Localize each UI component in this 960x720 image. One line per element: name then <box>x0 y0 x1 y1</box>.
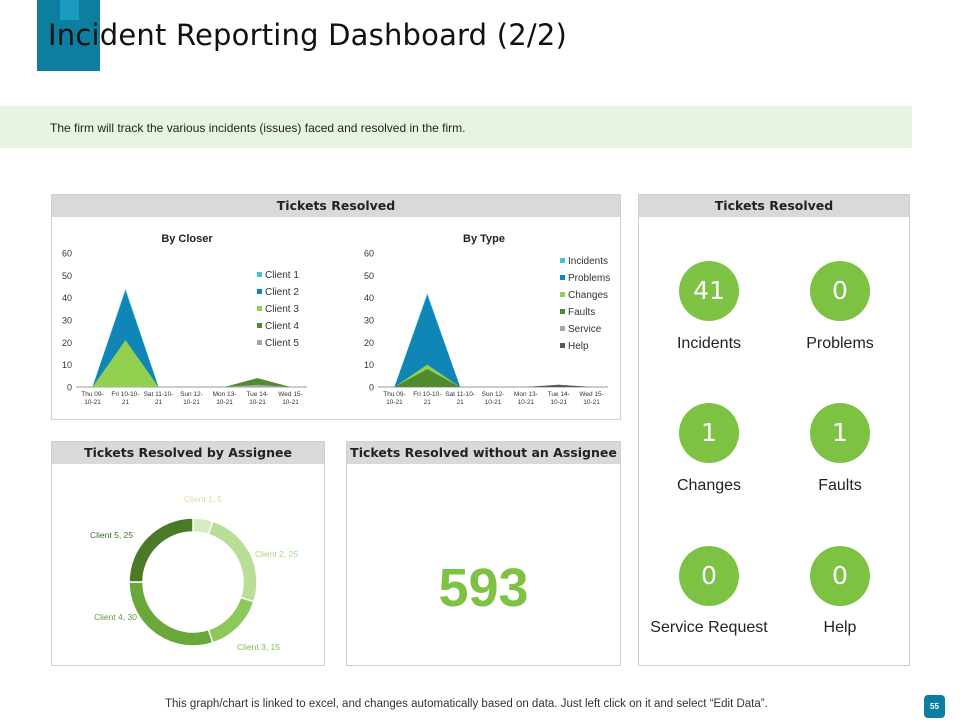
page-title: Incident Reporting Dashboard (2/2) <box>48 18 568 52</box>
without-assignee-count: 593 <box>438 558 529 618</box>
stat-help-value: 0 <box>810 546 870 606</box>
chart-closer-ytick-60: 60 <box>62 249 72 259</box>
chart-type-area-faults <box>394 369 592 387</box>
chart-type-ytick-0: 0 <box>369 383 374 393</box>
chart-type-legend-swatch-problems <box>560 275 565 280</box>
chart-closer-legend-label-client-3: Client 3 <box>265 304 299 315</box>
chart-closer-title: By Closer <box>161 233 213 245</box>
chart-type-ytick-20: 20 <box>364 338 374 348</box>
stat-changes-value: 1 <box>679 403 739 463</box>
stat-service-request-value: 0 <box>679 546 739 606</box>
chart-closer-legend-swatch-client-3 <box>257 306 262 311</box>
tickets-resolved-stats-panel: Tickets Resolved 41 Incidents 0 Problems… <box>638 194 910 666</box>
chart-closer-xtick-4: Mon 13-10-21 <box>213 391 237 406</box>
chart-closer-legend-label-client-1: Client 1 <box>265 270 299 281</box>
chart-closer-legend-label-client-4: Client 4 <box>265 321 299 332</box>
chart-closer-ytick-40: 40 <box>62 293 72 303</box>
by-assignee-header: Tickets Resolved by Assignee <box>52 442 324 464</box>
stat-service-request-label: Service Request <box>650 619 768 636</box>
chart-type-xtick-5: Tue 14-10-21 <box>548 391 570 406</box>
chart-closer-ytick-30: 30 <box>62 316 72 326</box>
page-number-badge: 55 <box>924 695 945 718</box>
tickets-resolved-chart-panel: Tickets Resolved By Closer 0 10 20 30 40 50 60 T… <box>51 194 621 420</box>
chart-closer-ytick-10: 10 <box>62 360 72 370</box>
donut-label-client-5-25: Client 5, 25 <box>90 530 133 540</box>
title-accent-notch <box>60 0 79 20</box>
chart-closer-area-client-5 <box>92 384 291 387</box>
stat-problems-value: 0 <box>810 261 870 321</box>
without-assignee-header: Tickets Resolved without an Assignee <box>347 442 620 464</box>
chart-closer-legend-label-client-5: Client 5 <box>265 338 299 349</box>
chart-type-area-help <box>394 384 592 387</box>
chart-type-legend-label-faults: Faults <box>568 307 595 318</box>
stat-incidents-value: 41 <box>679 261 739 321</box>
chart-closer-xtick-6: Wed 15-10-21 <box>278 391 302 406</box>
chart-closer-area-client-4 <box>92 378 291 387</box>
chart-type-legend-label-service: Service <box>568 324 602 335</box>
chart-closer-area-client-2 <box>92 290 291 387</box>
chart-type-legend-swatch-changes <box>560 292 565 297</box>
donut-label-client-3-15: Client 3, 15 <box>237 642 280 652</box>
chart-type-legend-label-help: Help <box>568 341 589 352</box>
chart-closer-legend-swatch-client-1 <box>257 272 262 277</box>
chart-type-legend-label-problems: Problems <box>568 273 610 284</box>
chart-type-legend-swatch-help <box>560 343 565 348</box>
donut-label-client-1-5: Client 1, 5 <box>184 494 223 504</box>
donut-slice-client-2-25 <box>207 520 258 603</box>
chart-type-ytick-10: 10 <box>364 360 374 370</box>
stat-incidents-label: Incidents <box>676 335 742 352</box>
chart-closer-legend-swatch-client-5 <box>257 340 262 345</box>
tickets-resolved-stats-header: Tickets Resolved <box>639 195 909 217</box>
chart-type-title: By Type <box>463 233 505 245</box>
chart-type-legend-label-changes: Changes <box>568 290 608 301</box>
stat-problems-label: Problems <box>806 335 874 352</box>
chart-closer-legend-label-client-2: Client 2 <box>265 287 299 298</box>
chart-type-legend-swatch-incidents <box>560 258 565 263</box>
donut-slice-client-4-30 <box>128 581 214 647</box>
chart-type-legend-label-incidents: Incidents <box>568 256 608 267</box>
tickets-resolved-chart-header: Tickets Resolved <box>52 195 620 217</box>
chart-type-xtick-2: Sat 11-10-21 <box>445 391 475 406</box>
chart-type-xtick-3: Sun 12-10-21 <box>482 391 505 406</box>
by-assignee-panel: Tickets Resolved by Assignee Client 1, 5… <box>51 441 325 666</box>
donut-label-client-4-30: Client 4, 30 <box>94 612 137 622</box>
chart-type-ytick-30: 30 <box>364 316 374 326</box>
chart-type-xtick-1: Fri 10-10-21 <box>413 391 441 406</box>
chart-closer-ytick-0: 0 <box>67 383 72 393</box>
chart-closer-xtick-2: Sat 11-10-21 <box>144 391 174 406</box>
donut-chart-canvas[interactable]: Client 1, 5 Client 2, 25 Client 3, 15 Clien… <box>52 464 324 665</box>
chart-type-xtick-6: Wed 15-10-21 <box>579 391 603 406</box>
chart-closer-xtick-0: Thu 09-10-21 <box>81 391 103 406</box>
description-banner <box>0 106 912 148</box>
without-assignee-panel: Tickets Resolved without an Assignee 593 <box>346 441 621 666</box>
chart-closer-ytick-20: 20 <box>62 338 72 348</box>
stat-faults-value: 1 <box>810 403 870 463</box>
donut-label-client-2-25: Client 2, 25 <box>255 549 298 559</box>
stat-help-label: Help <box>823 619 857 636</box>
chart-closer-xtick-1: Fri 10-10-21 <box>111 391 139 406</box>
chart-type-ytick-60: 60 <box>364 249 374 259</box>
chart-closer-legend-swatch-client-2 <box>257 289 262 294</box>
chart-type-xtick-0: Thu 09-10-21 <box>383 391 405 406</box>
donut-slice-client-3-15 <box>207 596 255 644</box>
stat-changes-label: Changes <box>676 477 742 494</box>
chart-closer-ytick-50: 50 <box>62 271 72 281</box>
chart-type-ytick-50: 50 <box>364 271 374 281</box>
chart-closer-xtick-3: Sun 12-10-21 <box>180 391 203 406</box>
chart-closer-legend-swatch-client-4 <box>257 323 262 328</box>
donut-slice-client-5-25 <box>128 517 194 583</box>
chart-type-legend-swatch-service <box>560 326 565 331</box>
stat-faults-label: Faults <box>818 477 862 494</box>
description-text: The firm will track the various incident… <box>50 121 466 135</box>
chart-type-legend-swatch-faults <box>560 309 565 314</box>
area-charts-canvas[interactable]: By Closer 0 10 20 30 40 50 60 Thu 09-10-21 Fri 10… <box>52 217 620 419</box>
chart-closer-area-client-3 <box>92 340 291 387</box>
chart-type-ytick-40: 40 <box>364 293 374 303</box>
chart-type-area-problems <box>394 295 592 387</box>
footer-note: This graph/chart is linked to excel, and… <box>165 698 768 710</box>
chart-type-xtick-4: Mon 13-10-21 <box>514 391 538 406</box>
chart-closer-xtick-5: Tue 14-10-21 <box>246 391 268 406</box>
